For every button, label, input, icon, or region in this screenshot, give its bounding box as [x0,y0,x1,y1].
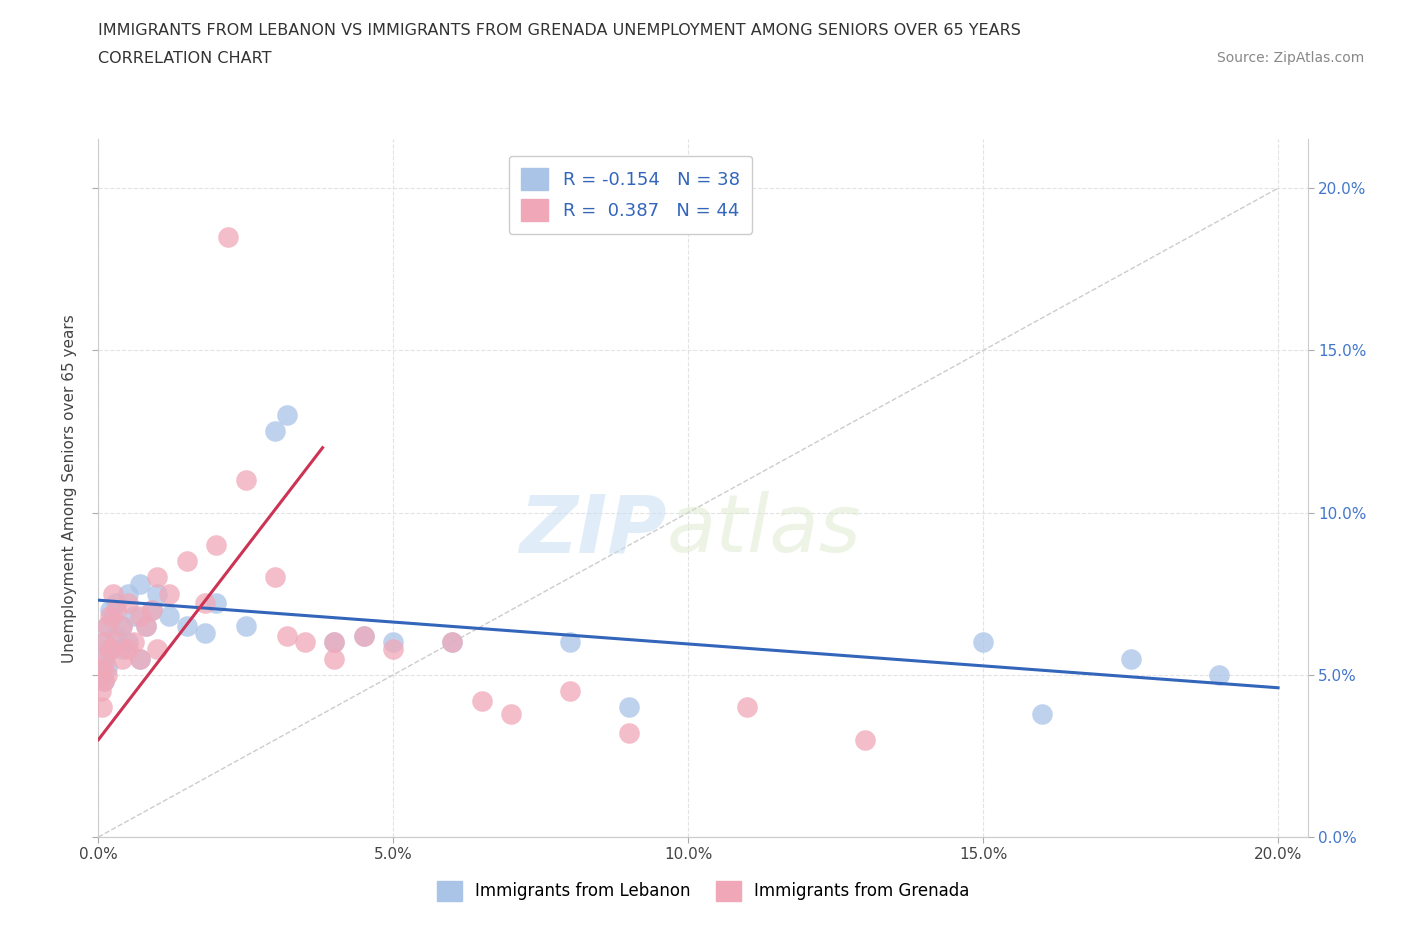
Text: ZIP: ZIP [519,491,666,569]
Point [382,635,405,650]
Point [105,603,128,618]
Point [735,699,758,714]
Point [128,651,150,666]
Point [128,577,150,591]
Point [96,618,118,633]
Point [98,603,121,618]
Point [471,693,494,708]
Point [217,230,239,245]
Point [353,629,375,644]
Point [441,635,464,650]
Text: CORRELATION CHART: CORRELATION CHART [98,51,271,66]
Point [94,651,117,666]
Legend: Immigrants from Lebanon, Immigrants from Grenada: Immigrants from Lebanon, Immigrants from… [430,874,976,908]
Point [176,553,198,568]
Point [96,661,118,676]
Point [91,661,114,676]
Point [146,642,169,657]
Point [560,635,582,650]
Point [98,609,121,624]
Point [111,651,134,666]
Point [128,609,150,624]
Point [194,596,217,611]
Point [105,596,128,611]
Point [619,699,641,714]
Point [441,635,464,650]
Point [117,642,139,657]
Point [91,699,114,714]
Point [135,618,157,633]
Point [176,618,198,633]
Point [235,472,257,487]
Point [1119,651,1142,666]
Point [98,642,121,657]
Point [93,635,115,650]
Legend: R = -0.154   N = 38, R =  0.387   N = 44: R = -0.154 N = 38, R = 0.387 N = 44 [509,155,752,233]
Point [105,629,128,644]
Point [382,642,405,657]
Point [194,625,217,640]
Point [205,596,228,611]
Point [294,635,316,650]
Point [90,668,112,683]
Point [146,570,169,585]
Point [560,684,582,698]
Point [111,618,134,633]
Point [105,635,128,650]
Point [323,651,346,666]
Point [264,424,287,439]
Point [1208,668,1230,683]
Point [157,586,180,601]
Point [264,570,287,585]
Point [111,642,134,657]
Y-axis label: Unemployment Among Seniors over 65 years: Unemployment Among Seniors over 65 years [62,314,77,662]
Point [1031,706,1053,721]
Point [141,603,163,618]
Point [117,596,139,611]
Point [93,635,115,650]
Point [323,635,346,650]
Point [117,586,139,601]
Point [353,629,375,644]
Text: Source: ZipAtlas.com: Source: ZipAtlas.com [1216,51,1364,65]
Point [117,635,139,650]
Point [853,732,876,747]
Point [96,618,118,633]
Point [157,609,180,624]
Point [135,618,157,633]
Point [128,651,150,666]
Point [101,609,124,624]
Point [205,538,228,552]
Text: IMMIGRANTS FROM LEBANON VS IMMIGRANTS FROM GRENADA UNEMPLOYMENT AMONG SENIORS OV: IMMIGRANTS FROM LEBANON VS IMMIGRANTS FR… [98,23,1021,38]
Point [972,635,994,650]
Point [93,674,115,689]
Point [276,629,298,644]
Point [93,674,115,689]
Text: atlas: atlas [666,491,862,569]
Point [122,635,145,650]
Point [91,651,114,666]
Point [619,725,641,740]
Point [101,586,124,601]
Point [235,618,257,633]
Point [98,642,121,657]
Point [141,603,163,618]
Point [323,635,346,650]
Point [96,668,118,683]
Point [122,609,145,624]
Point [501,706,523,721]
Point [146,586,169,601]
Point [276,408,298,423]
Point [90,684,112,698]
Point [111,618,134,633]
